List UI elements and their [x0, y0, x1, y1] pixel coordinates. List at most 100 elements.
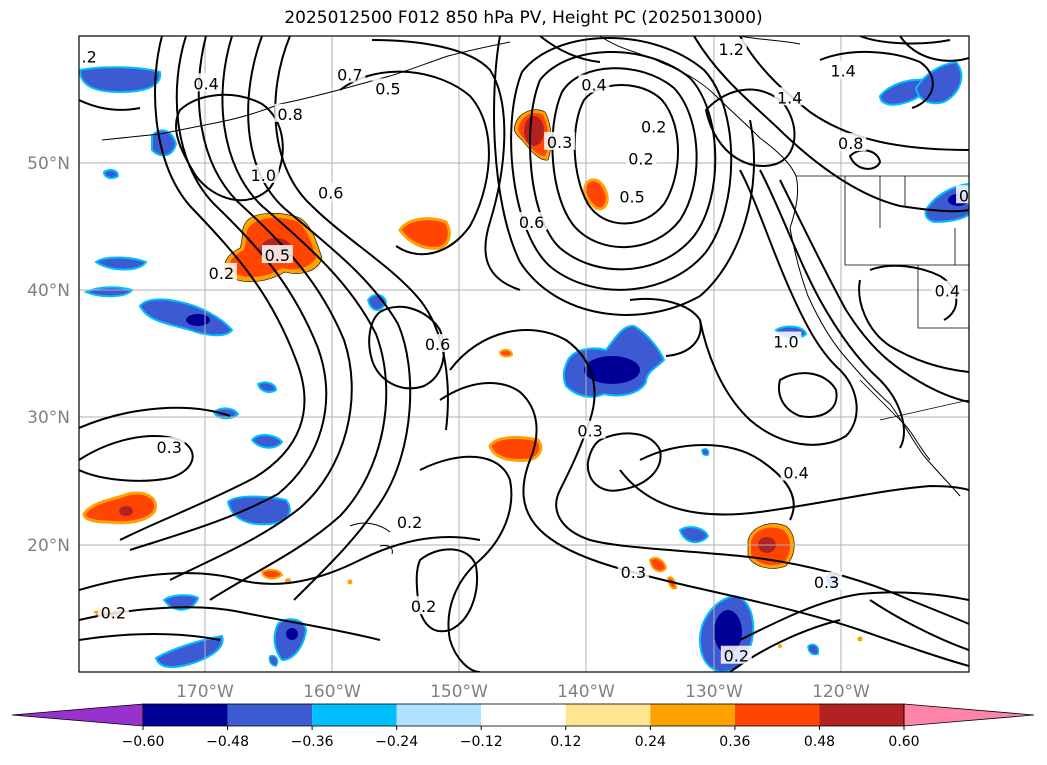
map-gridlines — [79, 36, 969, 672]
colorbar-frame — [142, 703, 905, 727]
contour-label-bg — [408, 596, 440, 615]
contour-label-bg — [625, 148, 657, 167]
coastlines — [101, 36, 961, 555]
contour-label-bg — [638, 116, 670, 135]
pv-negative-blob-southwest — [138, 298, 234, 337]
colorbar-labels: −0.60 −0.48 −0.36 −0.24 −0.12 0.12 0.24 0.36 0.4… — [122, 726, 920, 750]
lat-label: 30°N — [27, 408, 70, 428]
contour-label: 0.8 — [277, 105, 302, 124]
contour-label: 0.2 — [101, 603, 126, 622]
contour-label-bg — [720, 645, 752, 664]
contour-label: 0.5 — [265, 246, 290, 265]
contour-label: 1.4 — [830, 62, 855, 81]
contour-label-bg — [315, 182, 347, 201]
contour-label-bg — [153, 437, 185, 456]
contour-label-bg — [97, 602, 129, 621]
contour-label: 1.0 — [773, 333, 798, 352]
lat-label: 50°N — [27, 154, 70, 174]
contour-label-bg — [956, 185, 969, 204]
contour-label-bg — [835, 133, 867, 152]
contour-label: 0.3 — [621, 563, 646, 582]
lon-label: 140°W — [557, 682, 615, 702]
height-contours — [79, 36, 969, 672]
pv-positive-blob-east-pacific — [747, 523, 795, 569]
contour-label-bg — [774, 87, 806, 106]
colorbar-label: −0.24 — [375, 734, 418, 750]
pv-negative-areas — [79, 60, 969, 672]
contour-label-bg — [811, 571, 843, 590]
contour-label: 0.6 — [318, 184, 343, 203]
contour-label: 0.8 — [838, 134, 863, 153]
contour-label: .2 — [82, 48, 97, 67]
contour-labels: 1.2 1.4 0.4 0.7 0.5 0.4 1.4 0.8 0.2 0.3 0.8 0.2 1.0 0… — [79, 38, 984, 666]
contour-label-bg — [827, 60, 859, 79]
political-borders — [796, 175, 969, 421]
contour-label: 0.7 — [337, 65, 362, 84]
colorbar-segment — [143, 704, 228, 726]
contour-label-bg — [780, 462, 812, 481]
colorbar-label: −0.60 — [122, 734, 165, 750]
colorbar-label: 0.60 — [888, 734, 919, 750]
contour-label-bg — [205, 262, 237, 281]
contour-label: 0.4 — [959, 186, 984, 205]
contour-label-bg — [516, 211, 548, 230]
colorbar-label: −0.36 — [291, 734, 334, 750]
colorbar-segment — [227, 704, 313, 726]
contour-label-bg — [715, 38, 747, 57]
colorbar-label: 0.36 — [719, 734, 750, 750]
contour-label: 1.0 — [251, 166, 276, 185]
pv-positive-blob-gulf-alaska — [513, 109, 552, 161]
colorbar-label: 0.48 — [804, 734, 835, 750]
contour-label-bg — [770, 331, 802, 350]
colorbar-segment — [396, 704, 482, 726]
contour-label: 0.2 — [724, 647, 749, 666]
pv-positive-blob-central — [398, 217, 451, 250]
pv-positive-areas — [82, 109, 863, 648]
contour-label-bg — [931, 280, 963, 299]
pv-positive-blob-subtropical — [488, 436, 543, 462]
contour-label: 0.3 — [157, 438, 182, 457]
colorbar-segment — [481, 704, 566, 726]
lon-label: 120°W — [812, 682, 870, 702]
pv-negative-blob-central-pacific — [562, 324, 666, 398]
pv-negative-blob-west-south — [226, 495, 291, 526]
pv-negative-blob-south-central — [273, 618, 308, 662]
contour-label-bg — [617, 561, 649, 580]
colorbar-label: 0.24 — [635, 734, 666, 750]
contour-label-bg — [274, 103, 306, 122]
contour-label: 0.5 — [619, 188, 644, 207]
contour-label-bg — [334, 64, 366, 83]
map-frame — [78, 35, 970, 673]
pv-negative-blob-northwest — [79, 66, 162, 94]
lon-label: 130°W — [685, 682, 743, 702]
contour-label: 0.4 — [935, 282, 960, 301]
contour-label-bg — [616, 186, 648, 205]
colorbar — [11, 703, 1035, 727]
contour-label-bg — [372, 78, 404, 97]
contour-label: 0.3 — [814, 573, 839, 592]
colorbar-segment — [312, 704, 397, 726]
contour-label-bg — [261, 245, 293, 264]
colorbar-label: −0.48 — [206, 734, 249, 750]
lon-label: 150°W — [430, 682, 488, 702]
contour-label-bg — [190, 73, 222, 92]
contour-label-bg — [574, 420, 606, 439]
contour-label: 1.4 — [777, 88, 802, 107]
pv-positive-blob-west — [82, 491, 157, 525]
colorbar-label: −0.12 — [460, 734, 503, 750]
contour-label-bg — [394, 512, 426, 531]
contour-label: 0.2 — [628, 149, 653, 168]
longitude-labels: 170°W 160°W 150°W 140°W 130°W 120°W — [176, 682, 870, 702]
colorbar-segment — [650, 704, 735, 726]
contour-label: 0.6 — [519, 213, 544, 232]
colorbar-extend-high — [903, 703, 1035, 727]
contour-label: 0.3 — [577, 422, 602, 441]
contour-label: 0.3 — [547, 133, 572, 152]
colorbar-segment — [565, 704, 651, 726]
contour-label: 0.2 — [411, 597, 436, 616]
contour-label: 0.2 — [397, 513, 422, 532]
contour-label-bg — [422, 334, 454, 353]
lat-label: 40°N — [27, 281, 70, 301]
contour-label-bg — [79, 46, 101, 65]
